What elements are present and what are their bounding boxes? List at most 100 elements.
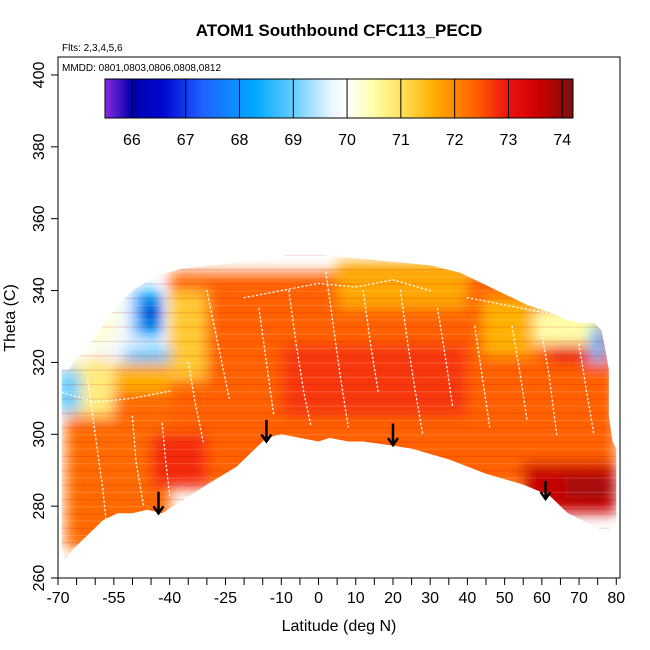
- y-tick-label: 320: [31, 349, 48, 376]
- curtain-plot: [58, 254, 620, 565]
- x-axis-title: Latitude (deg N): [282, 618, 397, 635]
- curtain-stripe: [61, 276, 617, 278]
- curtain-region: [61, 369, 81, 413]
- flight-track: [474, 325, 491, 428]
- flight-track: [325, 271, 349, 428]
- x-tick-label: 70: [570, 590, 588, 607]
- chart-title: ATOM1 Southbound CFC113_PECD: [196, 21, 483, 40]
- x-tick-label: -10: [270, 590, 293, 607]
- curtain-region: [482, 297, 535, 356]
- colorbar-tick-label: 71: [392, 132, 410, 149]
- curtain-stripe: [61, 340, 617, 343]
- curtain-region: [143, 301, 159, 327]
- curtain-region: [169, 290, 207, 381]
- curtain-stripe: [61, 427, 617, 429]
- curtain-stripe: [61, 398, 617, 400]
- flight-track: [362, 289, 379, 392]
- curtain-stripe: [61, 542, 617, 544]
- colorbar-tick-label: 72: [446, 132, 464, 149]
- curtain-region: [564, 477, 613, 499]
- flight-track: [161, 422, 171, 497]
- curtain-stripe: [61, 448, 617, 450]
- curtain-stripe: [61, 556, 617, 558]
- curtain-stripe: [61, 304, 617, 307]
- x-tick-label: 40: [459, 590, 477, 607]
- y-axis-title: Theta (C): [2, 284, 19, 352]
- x-tick-label: 0: [314, 590, 323, 607]
- curtain-stripe: [61, 534, 617, 537]
- curtain-stripe: [61, 254, 617, 256]
- curtain-stripe: [61, 290, 617, 292]
- colorbar-tick-label: 73: [500, 132, 518, 149]
- x-tick-label: -25: [214, 590, 237, 607]
- x-tick-label: -70: [46, 590, 69, 607]
- flight-track: [131, 415, 145, 507]
- curtain-stripe: [61, 297, 617, 299]
- flight-track: [511, 325, 528, 421]
- y-tick-label: 380: [31, 133, 48, 160]
- x-tick-label: -40: [158, 590, 181, 607]
- colorbar-tick-label: 74: [553, 132, 571, 149]
- curtain-region: [80, 304, 118, 345]
- colorbar-gradient: [104, 78, 574, 119]
- curtain-stripe: [61, 520, 617, 522]
- colorbar: 66 67 68 69 70 71 72 73 74: [104, 78, 574, 149]
- arrow-markers: [152, 419, 552, 516]
- curtain-stripe: [61, 506, 617, 508]
- curtain-fill: [58, 254, 620, 565]
- curtain-stripe: [61, 383, 617, 386]
- colorbar-tick-label: 69: [284, 132, 302, 149]
- x-tick-label: 80: [607, 590, 625, 607]
- flight-track: [436, 307, 454, 407]
- colorbar-tick-label: 66: [123, 132, 141, 149]
- curtain-stripe: [58, 564, 620, 565]
- colorbar-ticks: 66 67 68 69 70 71 72 73 74: [123, 79, 571, 149]
- curtain-stripe: [61, 441, 617, 443]
- arrow-head: [152, 505, 165, 516]
- curtain-region: [590, 326, 606, 363]
- colorbar-tick-label: 70: [338, 132, 356, 149]
- curtain-stripe: [61, 491, 617, 493]
- curtain-stripe: [61, 419, 617, 422]
- x-tick-label: 60: [533, 590, 551, 607]
- curtain-stripe: [61, 376, 617, 378]
- curtain-stripe: [61, 312, 617, 314]
- curtain-stripe: [61, 412, 617, 414]
- y-tick-label: 280: [31, 493, 48, 520]
- colorbar-tick-label: 67: [177, 132, 195, 149]
- curtain-stripe: [61, 283, 617, 285]
- flight-track: [541, 333, 558, 435]
- curtain-region: [337, 261, 468, 309]
- curtain-stripe: [61, 355, 617, 357]
- arrow-head: [386, 437, 399, 448]
- curtain-region: [151, 434, 207, 489]
- colorbar-tick-label: 68: [231, 132, 249, 149]
- arrow-head: [539, 491, 552, 502]
- curtain-stripe: [61, 333, 617, 335]
- dates-annotation: MMDD: 0801,0803,0806,0808,0812: [62, 63, 221, 74]
- curtain-stripe: [61, 513, 617, 515]
- curtain-stripe: [61, 463, 617, 465]
- curtain-stripe: [61, 362, 617, 364]
- curtain-stripe: [61, 391, 617, 393]
- y-tick-label: 260: [31, 565, 48, 592]
- flight-track: [399, 289, 424, 435]
- curtain-stripe: [61, 348, 617, 350]
- curtain-stripe: [61, 326, 617, 328]
- curtain-region: [281, 344, 468, 417]
- curtain-stripe: [61, 455, 617, 458]
- curtain-stripe: [61, 470, 617, 472]
- curtain-stripe: [61, 527, 617, 529]
- plot-frame: [57, 56, 621, 579]
- flight-track: [206, 289, 230, 399]
- x-axis: -70 -55 -40 -25 -10 0 10 20 30 40 50 60 70 80: [46, 578, 625, 607]
- curtain-stripe: [61, 405, 617, 407]
- curtain-stripe: [61, 549, 617, 551]
- curtain-stripe: [61, 369, 617, 371]
- x-tick-label: 20: [384, 590, 402, 607]
- y-tick-label: 340: [31, 277, 48, 304]
- flight-track: [187, 361, 204, 443]
- flights-annotation: Flts: 2,3,4,5,6: [62, 43, 123, 54]
- x-tick-label: 30: [421, 590, 439, 607]
